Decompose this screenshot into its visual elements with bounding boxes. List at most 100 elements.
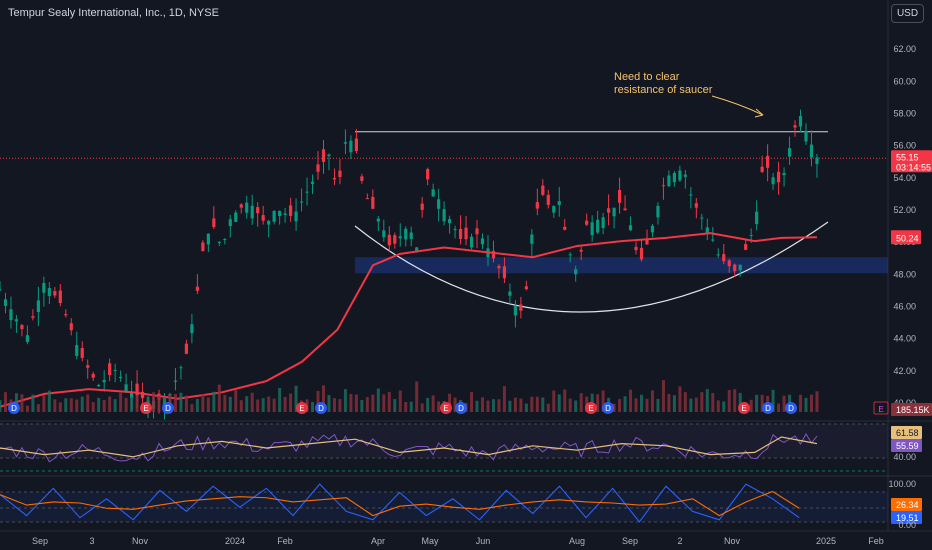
candle	[480, 238, 485, 245]
earnings-marker[interactable]	[585, 402, 597, 414]
candle	[239, 204, 243, 208]
candle	[119, 376, 123, 379]
price-tick: 44.00	[893, 334, 916, 344]
volume-bar	[727, 390, 731, 412]
volume-bar	[179, 392, 183, 412]
candle	[228, 219, 232, 227]
time-label: Sep	[32, 536, 48, 546]
candle	[25, 335, 30, 342]
volume-bar	[486, 400, 490, 412]
volume-bar	[809, 394, 813, 412]
candle	[250, 205, 254, 219]
candle	[288, 205, 293, 216]
candle	[453, 229, 457, 231]
earnings-marker[interactable]	[738, 402, 750, 414]
stoch-badge-d	[891, 498, 922, 511]
dividend-marker[interactable]	[785, 402, 797, 414]
candle	[404, 228, 408, 240]
candle	[579, 249, 583, 252]
volume-bar	[640, 394, 644, 412]
volume-bar	[557, 394, 561, 412]
earnings-marker-label: E	[588, 404, 593, 413]
annotation-arrow	[711, 95, 764, 116]
volume-bar	[261, 398, 265, 412]
candle	[645, 239, 649, 245]
volume-bar	[645, 398, 649, 412]
earnings-marker[interactable]	[440, 402, 452, 414]
rsi-badge-b	[891, 439, 922, 452]
stoch-value-d: 19.51	[896, 513, 919, 523]
volume-bar	[75, 399, 79, 412]
volume-bar	[321, 385, 325, 412]
candle	[519, 304, 523, 311]
candle	[639, 247, 644, 260]
volume-bar	[799, 394, 803, 412]
candle	[338, 170, 342, 178]
dividend-marker[interactable]	[602, 402, 614, 414]
rsi-value-b: 55.59	[896, 441, 919, 451]
candle	[124, 384, 128, 392]
last-price-value: 55.15	[896, 152, 919, 162]
candle	[672, 172, 677, 183]
candle	[815, 157, 819, 164]
earnings-marker[interactable]	[140, 402, 152, 414]
time-label: May	[421, 536, 439, 546]
candle	[267, 220, 271, 225]
earnings-flag[interactable]	[873, 401, 889, 415]
volume-bar	[623, 396, 627, 412]
dividend-marker[interactable]	[8, 402, 20, 414]
moving-average-line	[0, 232, 817, 408]
volume-bar	[47, 390, 51, 412]
candle	[661, 185, 666, 187]
volume-bar	[513, 397, 517, 412]
candle	[727, 260, 731, 267]
dividend-marker[interactable]	[762, 402, 774, 414]
candle	[223, 239, 227, 241]
volume-bar	[601, 390, 605, 412]
currency-button[interactable]: USD	[891, 4, 924, 23]
volume-bar	[195, 398, 199, 412]
volume-bar	[705, 389, 709, 412]
candle	[206, 233, 210, 245]
dividend-marker-label: D	[165, 404, 171, 413]
volume-bar	[722, 401, 726, 412]
candle	[530, 234, 534, 244]
volume-bar	[497, 399, 501, 412]
dividend-marker[interactable]	[315, 402, 327, 414]
candle	[343, 142, 348, 144]
candle	[617, 190, 622, 203]
price-tick: 60.00	[893, 76, 916, 86]
candle	[634, 246, 638, 251]
volume-bar	[239, 400, 243, 412]
stoch-value-k: 26.34	[896, 500, 919, 510]
volume-bar	[53, 399, 57, 412]
candle	[217, 241, 221, 243]
volume-badge	[891, 403, 932, 416]
candle	[108, 363, 112, 376]
time-label: 2024	[225, 536, 245, 546]
earnings-marker-label: E	[741, 404, 746, 413]
volume-bar	[327, 395, 331, 412]
volume-bar	[475, 400, 479, 412]
volume-bar	[382, 394, 386, 412]
candle	[601, 217, 605, 228]
candle	[91, 373, 95, 378]
annotation-arrowhead	[754, 108, 764, 118]
candle	[393, 235, 397, 244]
volume-bar	[135, 394, 139, 412]
saucer-arc	[354, 221, 829, 313]
earnings-marker[interactable]	[296, 402, 308, 414]
volume-bar	[173, 393, 177, 412]
volume-bar	[228, 396, 232, 412]
candle	[272, 211, 276, 222]
candle	[508, 291, 512, 296]
dividend-marker[interactable]	[162, 402, 174, 414]
candle	[766, 155, 770, 168]
volume-bar	[365, 397, 369, 412]
countdown-value: 03:14:55	[896, 162, 931, 172]
earnings-marker-label: E	[299, 404, 304, 413]
volume-bar	[42, 395, 46, 412]
dividend-marker[interactable]	[455, 402, 467, 414]
